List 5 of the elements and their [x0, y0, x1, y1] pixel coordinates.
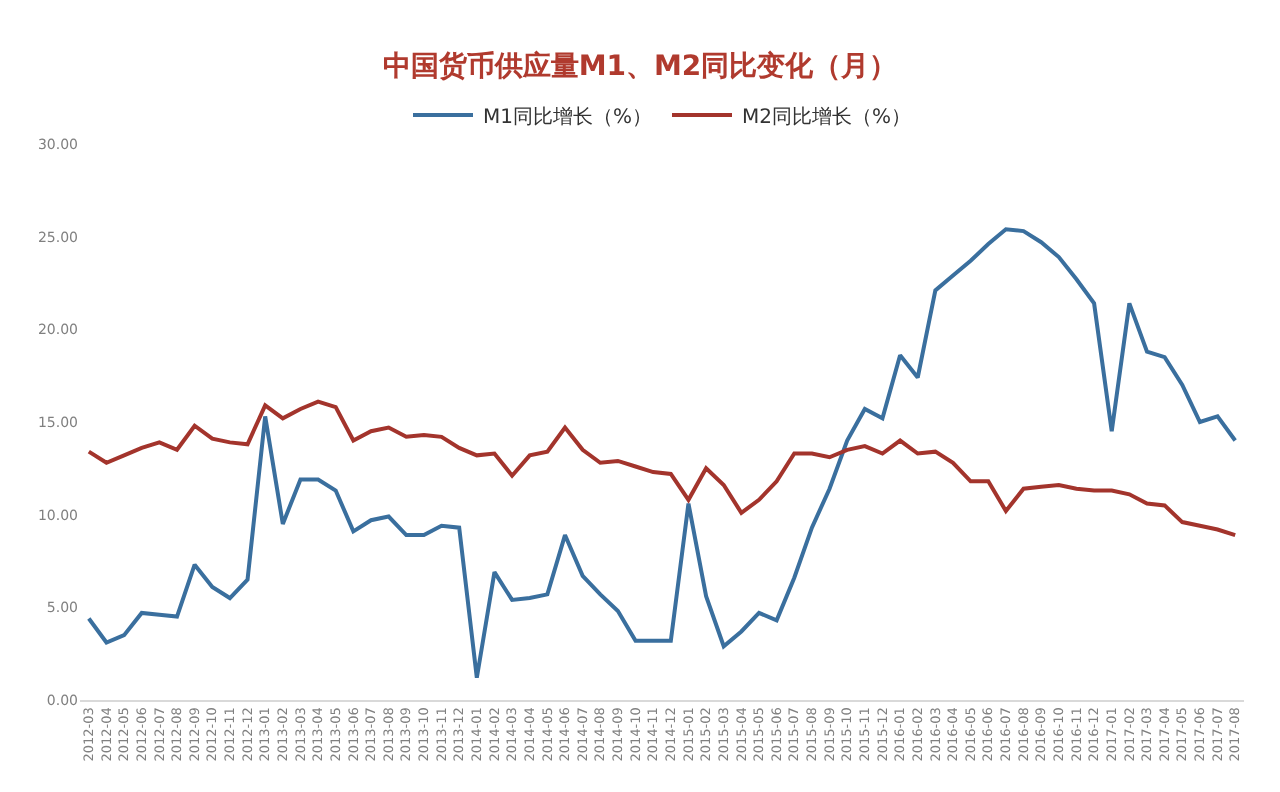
- line-series: [86, 399, 1238, 538]
- legend-label: M2同比增长（%）: [742, 104, 911, 129]
- line-series: [86, 227, 1238, 680]
- chart-title: 中国货币供应量M1、M2同比变化（月）: [382, 49, 898, 84]
- legend-label: M1同比增长（%）: [483, 104, 652, 129]
